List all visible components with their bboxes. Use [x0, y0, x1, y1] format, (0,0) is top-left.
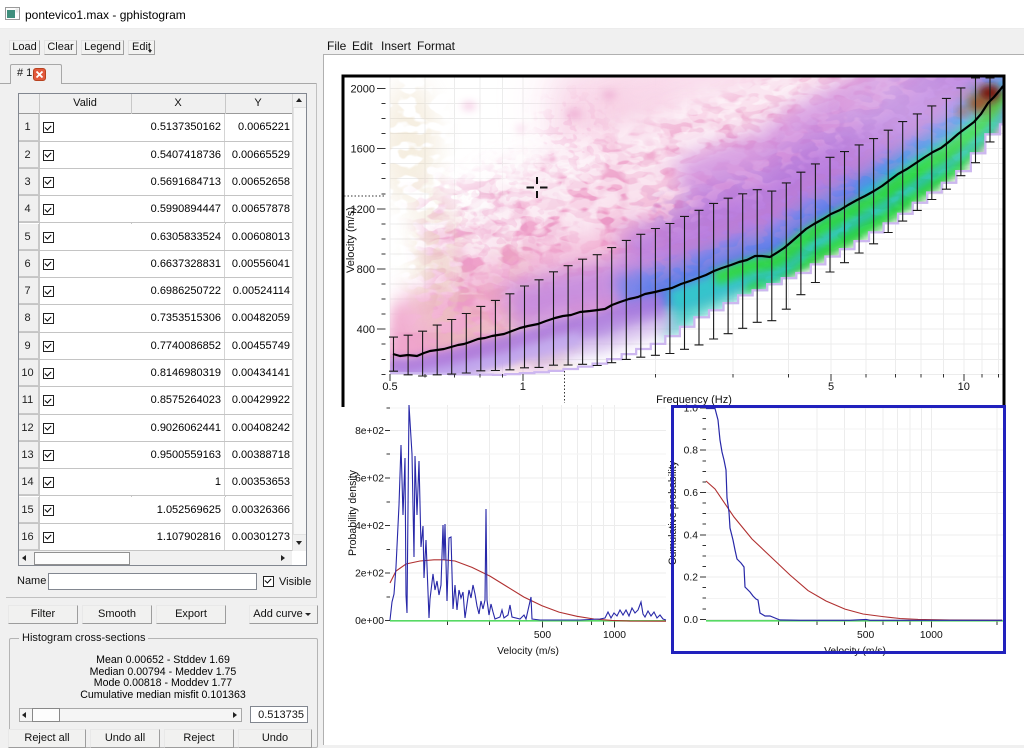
svg-text:Velocity (m/s): Velocity (m/s): [345, 207, 357, 273]
svg-text:1000: 1000: [920, 630, 943, 641]
svg-text:1.0: 1.0: [684, 403, 699, 414]
svg-text:1600: 1600: [351, 144, 375, 156]
svg-text:500: 500: [534, 630, 551, 641]
svg-text:0.2: 0.2: [684, 573, 699, 584]
svg-text:0.5: 0.5: [382, 381, 397, 393]
svg-text:1200: 1200: [351, 204, 375, 216]
svg-text:0.8: 0.8: [684, 446, 699, 457]
svg-text:8e+02: 8e+02: [355, 426, 384, 437]
svg-text:1000: 1000: [603, 630, 626, 641]
svg-text:5: 5: [828, 381, 834, 393]
svg-text:6e+02: 6e+02: [355, 474, 384, 485]
svg-text:4e+02: 4e+02: [355, 521, 384, 532]
svg-text:0.4: 0.4: [684, 530, 699, 541]
svg-text:Velocity (m/s): Velocity (m/s): [497, 646, 559, 657]
svg-text:Frequency (Hz): Frequency (Hz): [656, 394, 732, 406]
svg-text:400: 400: [357, 324, 375, 336]
svg-text:0.0: 0.0: [684, 615, 699, 626]
svg-text:10: 10: [958, 381, 970, 393]
svg-text:0.6: 0.6: [684, 488, 699, 499]
svg-text:800: 800: [357, 264, 375, 276]
svg-text:1: 1: [520, 381, 526, 393]
svg-text:0e+00: 0e+00: [355, 616, 384, 627]
svg-text:2000: 2000: [351, 83, 375, 95]
svg-text:Probability density: Probability density: [347, 469, 359, 556]
svg-text:2e+02: 2e+02: [355, 569, 384, 580]
svg-text:500: 500: [857, 630, 874, 641]
